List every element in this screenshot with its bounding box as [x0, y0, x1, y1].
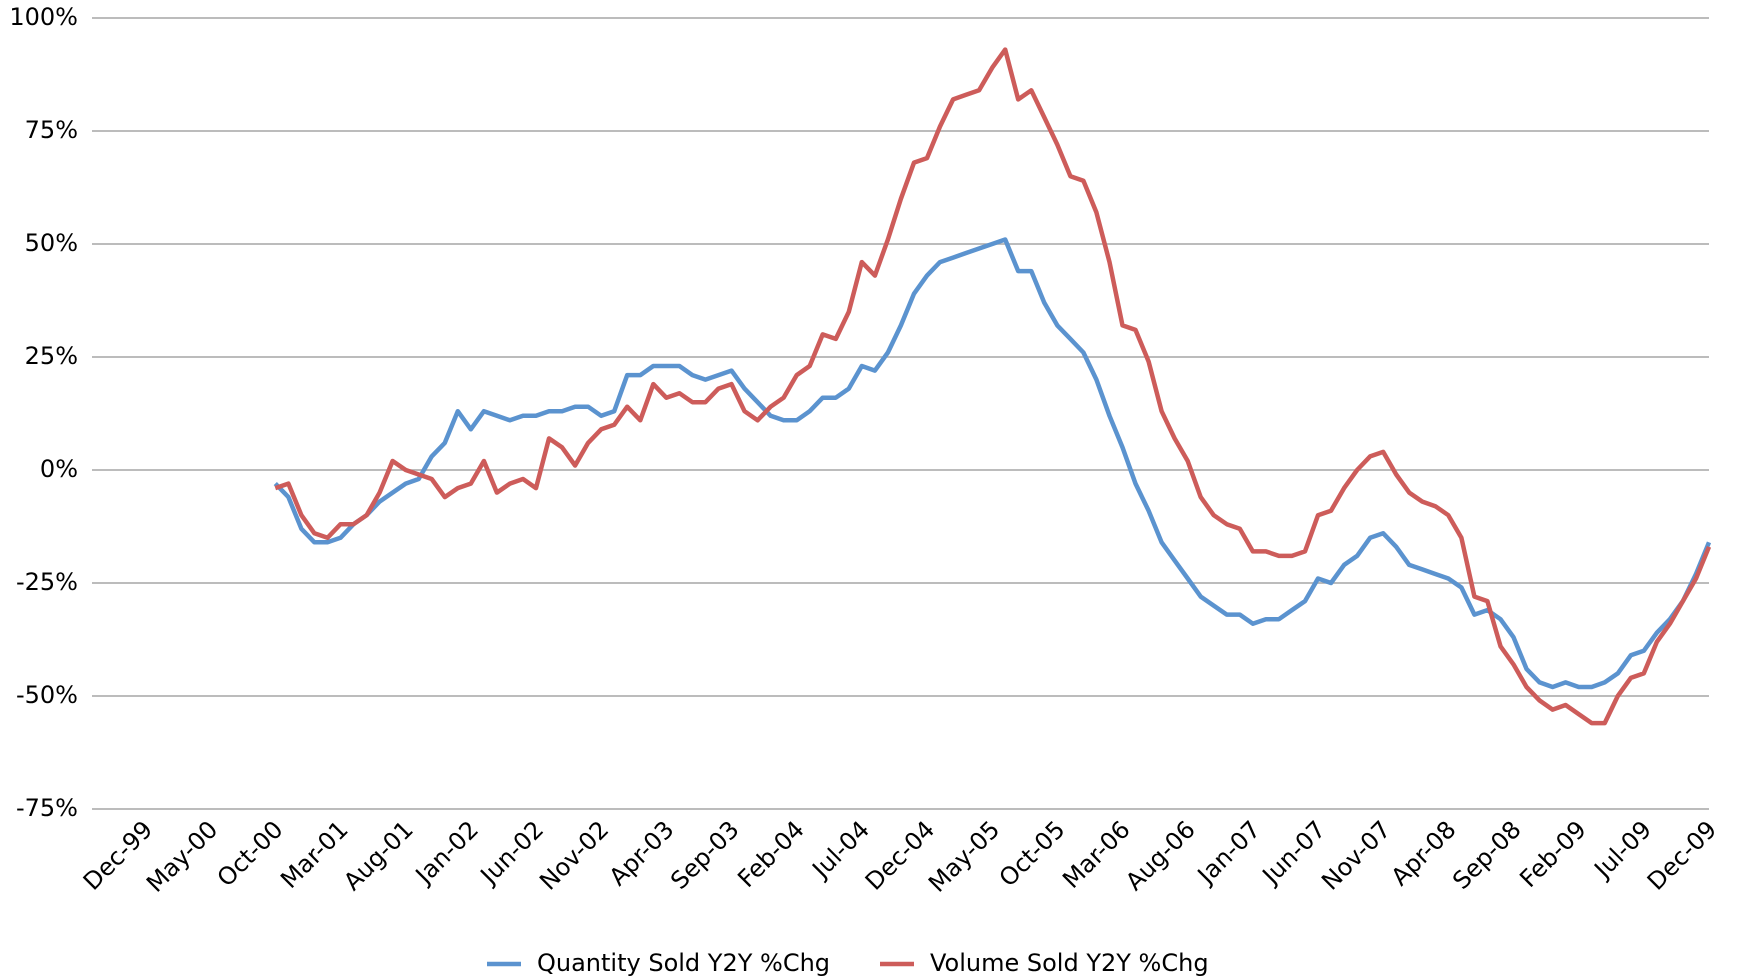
legend-label: Quantity Sold Y2Y %Chg — [537, 949, 830, 977]
x-tick-label: Sep-08 — [1447, 815, 1527, 895]
x-tick-label: Apr-08 — [1386, 815, 1462, 891]
x-tick-label: Apr-03 — [604, 815, 680, 891]
x-tick-label: Jan-02 — [409, 815, 484, 890]
x-tick-label: Feb-04 — [732, 815, 810, 893]
y-tick-label: -50% — [16, 681, 78, 709]
y-tick-label: -75% — [16, 794, 78, 822]
y-tick-label: -25% — [16, 568, 78, 596]
y-tick-label: 25% — [25, 342, 78, 370]
x-tick-label: Feb-09 — [1514, 815, 1592, 893]
x-tick-label: Mar-01 — [275, 815, 353, 893]
x-tick-label: May-05 — [923, 815, 1005, 897]
x-tick-label: Aug-06 — [1120, 815, 1201, 896]
x-tick-label: Oct-00 — [212, 815, 289, 892]
y-tick-label: 75% — [25, 116, 78, 144]
x-tick-label: Dec-09 — [1642, 815, 1722, 895]
x-tick-label: Mar-06 — [1057, 815, 1135, 893]
x-tick-label: Oct-05 — [994, 815, 1071, 892]
legend-label: Volume Sold Y2Y %Chg — [930, 949, 1209, 977]
y-tick-label: 100% — [9, 3, 78, 31]
series-line — [274, 47, 1712, 726]
x-tick-label: May-00 — [141, 815, 223, 897]
x-tick-label: Sep-03 — [665, 815, 745, 895]
x-tick-label: Nov-02 — [534, 815, 614, 895]
y-tick-label: 0% — [40, 455, 78, 483]
y-tick-label: 50% — [25, 229, 78, 257]
x-tick-label: Nov-07 — [1316, 815, 1396, 895]
x-tick-label: Jan-07 — [1191, 815, 1266, 890]
x-tick-label: Aug-01 — [338, 815, 419, 896]
series-line — [273, 237, 1712, 690]
